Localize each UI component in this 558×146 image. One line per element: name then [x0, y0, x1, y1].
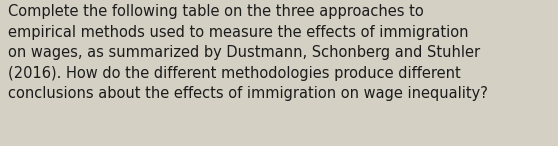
- Text: Complete the following table on the three approaches to
empirical methods used t: Complete the following table on the thre…: [8, 4, 488, 101]
